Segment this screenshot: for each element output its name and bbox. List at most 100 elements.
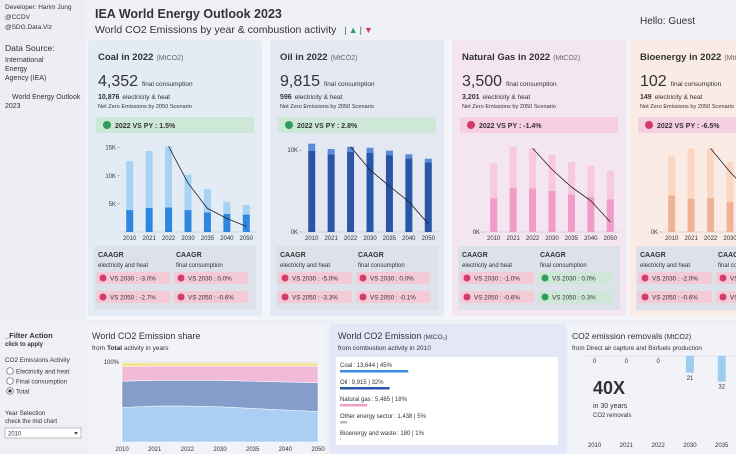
bar-segment [223,201,231,214]
callout-line: CO2 removals [593,413,631,419]
value-label: 0 [625,359,629,365]
bar-segment [548,190,556,232]
year-dropdown[interactable] [4,427,82,439]
removals-unit: (MtCO2) [664,334,691,341]
bar-segment [184,174,192,211]
final-value: 102 [640,73,667,90]
status-text: VS 2030 : -3.0% [110,276,156,283]
status-pill [278,272,352,284]
emission-row: Oil: 9,915 | 32% [340,380,384,386]
card-title-text: Bioenergy in 2022 [640,52,721,63]
bar-segment [242,214,250,232]
card-title: Natural Gas in 2022 (MtCO2) [462,52,580,63]
x-tick-label: 2022 [344,236,358,242]
radio-button[interactable] [6,367,14,375]
y-tick-label: 0K [651,230,658,236]
status-text: VS 2030 : 0.0% [370,276,414,283]
eh-label: electricity & heat [655,94,703,101]
bar-segment [223,214,231,232]
final-consumption: 3,500 final consumption [462,73,557,90]
status-icon [463,293,471,301]
status-pill [356,272,430,284]
x-tick-label: 2050 [311,447,325,453]
callout-value: 40X [593,378,625,398]
y-tick-label: 15K [105,146,116,152]
status-icon [719,293,727,301]
status-icon [281,293,289,301]
source-line: Energy [5,66,28,73]
subtitle-suffix: activity in years [124,345,169,352]
x-tick-label: 2050 [240,236,254,242]
subtitle-bold: Total [107,345,122,352]
caagr-sub: final consumption [176,263,223,269]
bar-segment [327,154,335,232]
x-tick-label: 2035 [246,447,260,453]
bar-segment [366,152,374,232]
x-tick-label: 2030 [683,443,697,449]
status-icon [463,274,471,282]
bar-segment [308,151,316,232]
final-label: final consumption [671,81,722,88]
status-pill [278,291,352,303]
card-unit: (MtCO2) [553,55,580,62]
x-tick-label: 2010 [487,236,501,242]
electricity-heat: 149 electricity & heat [640,94,703,101]
year-label: Year Selection [5,410,46,417]
radio-label[interactable]: Electricity and heat [16,368,69,375]
status-pill [538,291,612,303]
y-tick-label: 0K [291,230,298,236]
x-tick-label: 2021 [148,447,162,453]
yoy-icon [103,121,111,129]
radio-label[interactable]: Final consumption [16,378,68,385]
filter-title: _Filter Action [4,331,53,340]
status-icon [177,293,185,301]
content: Developer: Harim Jung @CCDV @SDG.Data.Viz D… [4,4,736,454]
removals-title-text: CO2 emission removals [572,331,662,341]
status-icon [99,293,107,301]
yoy-badge [96,117,254,133]
value-label: 21 [687,376,694,382]
removals-title: CO2 emission removals (MtCO2) [572,331,691,341]
caagr-title: CAAGR [640,252,666,259]
status-text: VS 2030 : -1.0% [474,276,520,283]
eh-value: 596 [280,94,292,101]
emission-title: World CO2 Emission (MtCO₂) [338,331,447,341]
year-value: 2010 [8,432,22,438]
x-tick-label: 2021 [142,236,156,242]
caagr-sub: electricity and heat [640,263,690,269]
x-tick-label: 2030 [363,236,377,242]
status-pill [460,272,534,284]
radio-button[interactable] [6,377,14,385]
final-value: 3,500 [462,73,502,90]
emission-title-text: World CO2 Emission [338,331,421,341]
x-tick-label: 2035 [201,236,215,242]
x-tick-label: 2010 [588,443,602,449]
x-tick-label: 2010 [115,447,129,453]
bar-segment [203,212,211,232]
status-icon [177,274,185,282]
status-icon [281,274,289,282]
header-band [86,0,736,40]
bar-segment [184,210,192,232]
x-tick-label: 2022 [704,236,718,242]
card-unit: (MtCO2) [331,55,358,62]
bar-segment [347,151,355,232]
x-tick-label: 2010 [123,236,137,242]
card-title: Coal in 2022 (MtCO2) [98,52,183,63]
status-text: VS 2030 : 0.0% [552,276,596,283]
final-consumption: 9,815 final consumption [280,73,375,90]
scenario-label: Net Zero Emissions by 2050 Scenario [280,104,374,110]
category-label: Other energy sector [340,414,393,420]
caagr-title: CAAGR [176,252,202,259]
bar-segment [587,197,595,232]
x-tick-label: 2021 [324,236,338,242]
yoy-text: 2022 VS PY : 2.8% [297,123,358,130]
x-tick-label: 2040 [279,447,293,453]
bar-segment [347,146,355,152]
scenario-line [168,146,247,227]
x-tick-label: 2030 [723,236,736,242]
radio-label[interactable]: Total [16,388,29,395]
electricity-heat: 10,876 electricity & heat [98,94,170,101]
scenario-label: Net Zero Emissions by 2050 Scenario [98,104,192,110]
bar [340,370,409,373]
